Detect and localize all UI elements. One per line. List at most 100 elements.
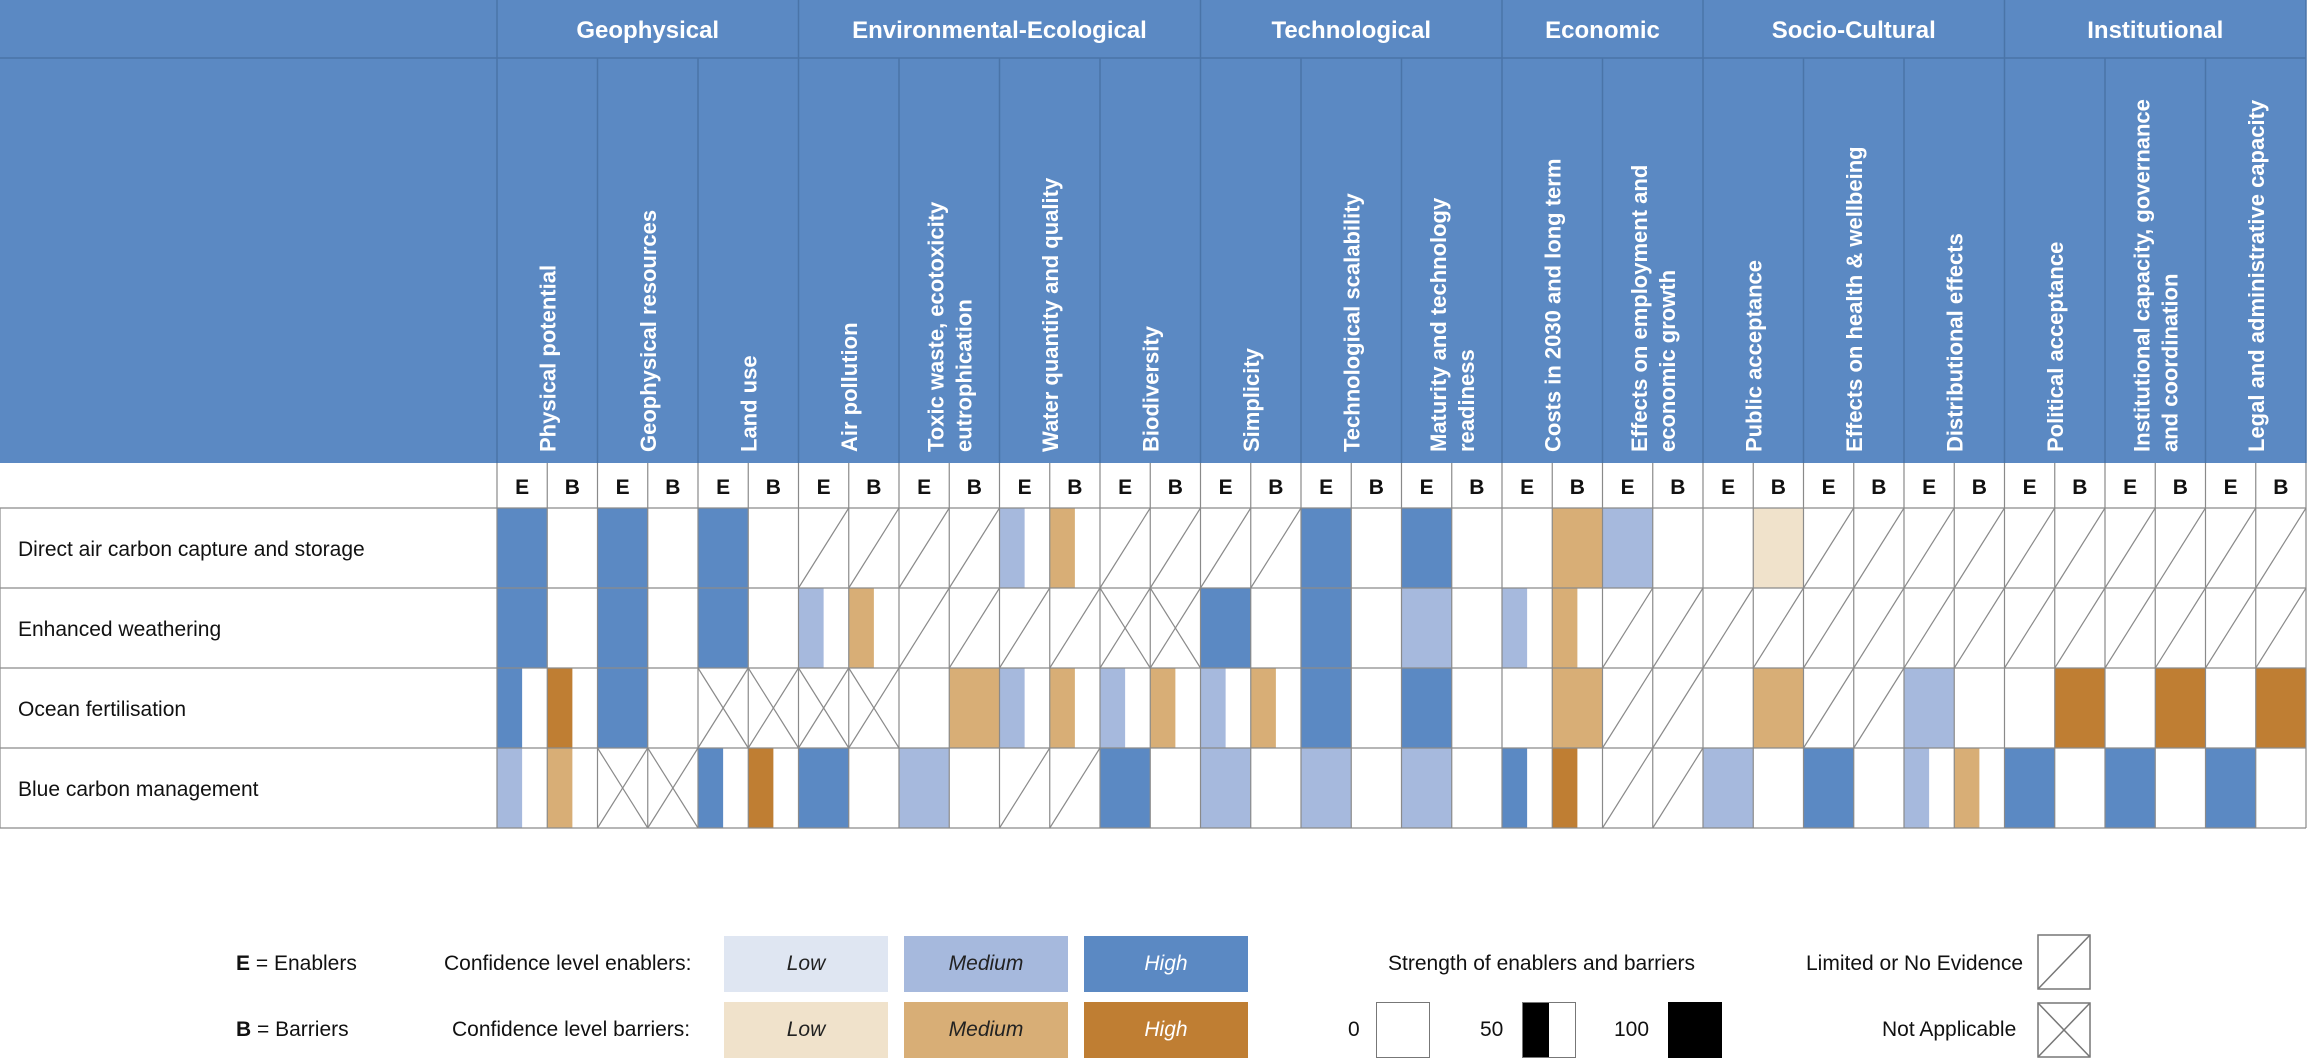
enabler-label: E [1621,476,1635,499]
enabler-label: E [616,476,630,499]
enabler-label: E [2224,476,2238,499]
legend-barrier-medium-swatch: Medium [904,1002,1068,1058]
enabler-label: E [515,476,529,499]
enabler-cell [2105,748,2156,828]
barrier-label: B [1067,476,1082,499]
legend-strength-100-label: 100 [1614,1018,1650,1041]
legend-strength-50-label: 50 [1480,1018,1504,1041]
enabler-cell [1502,588,1528,668]
no-evidence-mark [1652,747,1704,829]
no-evidence-mark [948,507,1001,589]
enabler-cell [999,508,1025,588]
not-applicable-mark [647,747,699,829]
column-label: Political acceptance [2043,242,2068,452]
column-label: readiness [1454,349,1479,452]
legend-strength-title: Strength of enablers and barriers [1388,952,1696,975]
no-evidence-mark [1099,507,1151,589]
no-evidence-mark [2204,587,2257,669]
column-label: Effects on health & wellbeing [1842,146,1867,452]
enabler-cell [698,508,749,588]
enabler-cell [1904,668,1955,748]
barrier-cell [1552,668,1603,748]
no-evidence-mark [1149,507,1202,589]
barrier-cell [1049,508,1075,588]
no-evidence-mark [2054,507,2106,589]
legend-barrier-high-swatch: High [1084,1002,1248,1058]
group-label: Technological [1271,17,1431,44]
no-evidence-mark [1853,507,1905,589]
no-evidence-mark [1903,507,1955,589]
not-applicable-mark [797,667,850,749]
enabler-label: E [716,476,730,499]
enabler-label: E [1219,476,1233,499]
legend-strength-0-box [1376,1002,1430,1058]
barrier-label: B [766,476,781,499]
barrier-label: B [1268,476,1283,499]
barrier-label: B [1369,476,1384,499]
legend-confidence-enablers-label: Confidence level enablers: [444,952,692,975]
column-label: and coordination [2157,274,2182,452]
barrier-cell [1954,748,1980,828]
column-label: Water quantity and quality [1038,177,1063,452]
column-label: Public acceptance [1741,260,1766,452]
enabler-cell [1401,668,1452,748]
row-label: Direct air carbon capture and storage [18,538,365,561]
barrier-label: B [1972,476,1987,499]
enabler-label: E [1319,476,1333,499]
no-evidence-mark [1802,667,1855,749]
group-label: Socio-Cultural [1772,17,1936,44]
legend-barriers-key: B = Barriers [236,1018,349,1041]
barrier-label: B [2173,476,2188,499]
column-label: Geophysical resources [636,210,661,452]
no-evidence-mark [998,747,1051,829]
no-evidence-mark [2255,587,2307,669]
matrix-body: E B E B E B E B E B E B E B E B E B E B E B E B E B E B E B E B E B E B Dire… [0,463,2307,829]
not-applicable-mark [1099,587,1151,669]
enabler-cell [497,508,548,588]
barrier-cell [547,668,573,748]
enabler-cell [497,588,548,668]
group-label: Geophysical [576,17,719,44]
no-evidence-mark [1953,507,2006,589]
legend-barrier-low-swatch: Low [724,1002,888,1058]
barrier-cell [547,748,573,828]
enabler-cell [1200,588,1251,668]
column-label: Simplicity [1239,347,1264,452]
column-label: Technological scalability [1339,192,1364,452]
legend-confidence-barriers-label: Confidence level barriers: [452,1018,691,1041]
enabler-cell [2004,748,2055,828]
no-evidence-mark [2154,507,2207,589]
group-label: Institutional [2087,17,2223,44]
no-evidence-mark [2204,507,2257,589]
no-evidence-mark [2003,507,2056,589]
no-evidence-mark [1953,587,2006,669]
column-label: Air pollution [837,322,862,452]
barrier-cell [1150,668,1176,748]
legend-enabler-low-swatch: Low [724,936,888,992]
group-label: Environmental-Ecological [852,17,1147,44]
column-label: Legal and administrative capacity [2244,99,2269,452]
barrier-label: B [1670,476,1685,499]
column-label: Land use [736,355,761,452]
legend-strength-0-label: 0 [1348,1018,1360,1041]
no-evidence-mark [898,507,950,589]
legend-limited-evidence-label: Limited or No Evidence [1806,952,2024,975]
no-evidence-mark [1652,587,1704,669]
column-label: Effects on employment and [1627,165,1652,452]
enabler-label: E [1520,476,1534,499]
barrier-cell [2054,668,2105,748]
barrier-label: B [866,476,881,499]
not-applicable-mark [747,667,800,749]
enabler-label: E [1118,476,1132,499]
enabler-cell [497,668,523,748]
legend-enablers-key: E = Enablers [236,952,357,975]
no-evidence-mark [1652,667,1704,749]
no-evidence-mark [2154,587,2207,669]
enabler-cell [1301,508,1352,588]
barrier-cell [2255,668,2306,748]
enabler-cell [798,588,824,668]
barrier-label: B [2072,476,2087,499]
enabler-cell [1301,668,1352,748]
row-label: Ocean fertilisation [18,698,186,721]
enabler-cell [1602,508,1653,588]
